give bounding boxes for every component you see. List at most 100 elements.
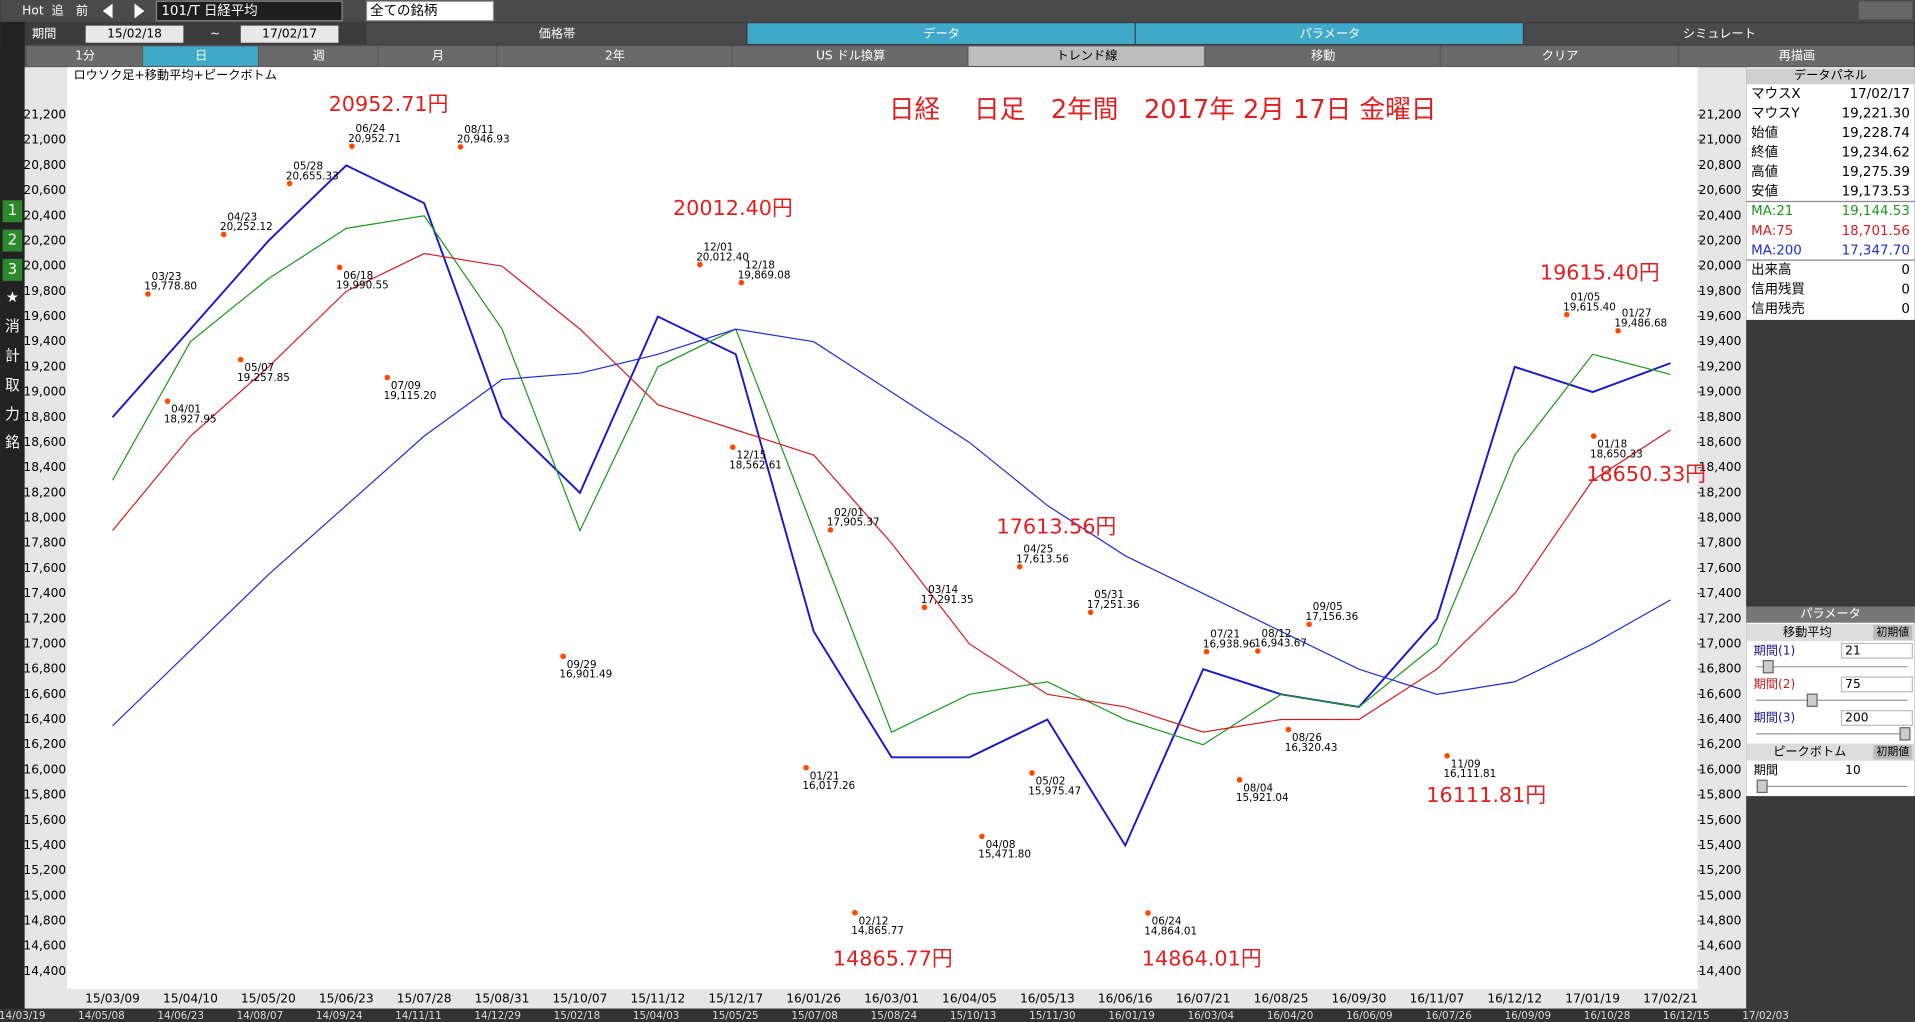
tab-label[interactable]: データ xyxy=(923,26,960,41)
peak-date: 02/01 xyxy=(834,507,864,519)
tab[interactable] xyxy=(366,23,747,44)
peak-date: 08/26 xyxy=(1292,732,1322,744)
y-tick-label: 17,000 xyxy=(23,636,66,650)
peak-marker xyxy=(827,527,834,533)
param-value[interactable]: 75 xyxy=(1845,677,1861,691)
peak-date: 06/18 xyxy=(343,270,373,282)
reset-label[interactable]: 初期値 xyxy=(1876,744,1909,758)
side-icon[interactable]: 力 xyxy=(5,406,20,423)
x-tick-label: 15/12/17 xyxy=(708,991,763,1005)
param-value[interactable]: 200 xyxy=(1845,710,1868,724)
peak-marker xyxy=(852,909,858,916)
param-value[interactable]: 10 xyxy=(1845,763,1861,777)
icon-bg[interactable] xyxy=(2,229,23,252)
button-label[interactable]: トレンド線 xyxy=(1056,48,1117,63)
plot-area xyxy=(67,67,1698,990)
button[interactable] xyxy=(378,46,496,66)
side-icon[interactable]: 取 xyxy=(5,377,20,394)
param-input[interactable] xyxy=(1840,642,1913,659)
overview-date: 15/11/30 xyxy=(1029,1010,1076,1022)
peak-value: 20,655.33 xyxy=(286,170,339,182)
peak-marker xyxy=(979,833,985,840)
button-label[interactable]: 週 xyxy=(313,49,325,63)
universe[interactable]: 全ての銘柄 xyxy=(370,2,437,19)
button-label[interactable]: 移動 xyxy=(1311,49,1335,63)
peak-date: 01/27 xyxy=(1622,308,1652,320)
overview-date: 16/04/20 xyxy=(1267,1010,1314,1022)
side-icon[interactable]: 銘 xyxy=(5,434,20,451)
peak-date: 08/04 xyxy=(1243,782,1273,794)
panel-value: 18,701.56 xyxy=(1842,224,1910,239)
tab[interactable] xyxy=(747,23,1135,44)
tab-label[interactable]: 価格帯 xyxy=(539,26,576,41)
tab-label[interactable]: シミュレート xyxy=(1683,27,1756,41)
peak-marker xyxy=(1203,648,1210,655)
button[interactable] xyxy=(27,46,142,66)
x-tick-label: 16/08/25 xyxy=(1254,991,1309,1005)
y-tick-label-right: 16,000 xyxy=(1699,762,1742,776)
icon-bg[interactable] xyxy=(2,200,23,223)
button-label[interactable]: クリア xyxy=(1542,49,1579,63)
peak-annotation: 14865.77円 xyxy=(833,947,953,971)
from-box[interactable] xyxy=(85,25,184,43)
button[interactable] xyxy=(143,46,258,66)
y-tick-label: 17,800 xyxy=(23,536,66,550)
param-input[interactable] xyxy=(1840,710,1913,726)
side-icon[interactable]: 1 xyxy=(8,202,17,219)
slider-thumb[interactable] xyxy=(1899,727,1911,741)
slider-thumb[interactable] xyxy=(1762,659,1774,674)
reset-label[interactable]: 初期値 xyxy=(1876,624,1909,638)
y-tick-label: 15,800 xyxy=(23,788,66,802)
y-tick-label: 20,400 xyxy=(23,208,66,222)
peak-date: 05/28 xyxy=(293,161,323,173)
tab-label[interactable]: パラメータ xyxy=(1300,27,1361,41)
series-line xyxy=(112,215,1671,746)
button[interactable] xyxy=(1679,46,1914,66)
peak-date: 07/09 xyxy=(391,380,421,392)
button[interactable] xyxy=(1205,46,1440,66)
button[interactable] xyxy=(732,46,968,66)
button[interactable] xyxy=(497,46,732,66)
button-label[interactable]: 2年 xyxy=(605,49,625,63)
hot-button[interactable]: Hot xyxy=(22,3,44,17)
peak-value: 15,471.80 xyxy=(978,849,1031,861)
y-tick-label-right: 17,400 xyxy=(1699,586,1742,600)
slider-thumb[interactable] xyxy=(1756,779,1768,794)
back-button[interactable]: 追 xyxy=(51,2,63,17)
param-value[interactable]: 21 xyxy=(1845,643,1861,657)
reset-button[interactable] xyxy=(1873,625,1913,640)
side-icon[interactable]: 3 xyxy=(8,261,17,278)
tab[interactable] xyxy=(1524,23,1914,44)
side-icon[interactable]: ★ xyxy=(6,289,19,306)
slider-thumb[interactable] xyxy=(1806,693,1818,707)
reset-button[interactable] xyxy=(1873,744,1913,760)
peak-date: 04/23 xyxy=(227,211,257,223)
to-date[interactable]: 17/02/17 xyxy=(262,27,317,41)
y-tick-label: 14,800 xyxy=(23,914,66,928)
y-tick-label-right: 17,000 xyxy=(1699,636,1742,650)
button[interactable] xyxy=(1441,46,1678,66)
side-icon[interactable]: 消 xyxy=(5,318,20,335)
side-icon[interactable]: 2 xyxy=(8,232,17,249)
universe-box[interactable] xyxy=(365,0,495,22)
button-label[interactable]: 月 xyxy=(432,49,444,63)
peak-value: 17,291.35 xyxy=(921,594,974,606)
prev-button[interactable]: 前 xyxy=(76,2,88,17)
button-label[interactable]: US ドル換算 xyxy=(816,48,885,63)
button[interactable] xyxy=(968,46,1205,66)
button[interactable] xyxy=(259,46,378,66)
icon-bg[interactable] xyxy=(2,258,23,281)
param-input[interactable] xyxy=(1840,676,1913,693)
from-date[interactable]: 15/02/18 xyxy=(107,27,162,41)
button-label[interactable]: 1分 xyxy=(75,49,95,63)
nav-arrows[interactable] xyxy=(102,3,145,19)
button-label[interactable]: 日 xyxy=(195,49,207,63)
to-box[interactable] xyxy=(240,25,339,43)
overview-date: 14/05/08 xyxy=(78,1010,125,1022)
side-icon[interactable]: 計 xyxy=(5,348,20,365)
y-tick-label-right: 20,200 xyxy=(1699,233,1742,247)
tab[interactable] xyxy=(1135,23,1523,44)
button-label[interactable]: 再描画 xyxy=(1779,49,1816,63)
symbol[interactable]: 101/T 日経平均 xyxy=(161,3,257,19)
peak-marker xyxy=(1029,770,1035,776)
